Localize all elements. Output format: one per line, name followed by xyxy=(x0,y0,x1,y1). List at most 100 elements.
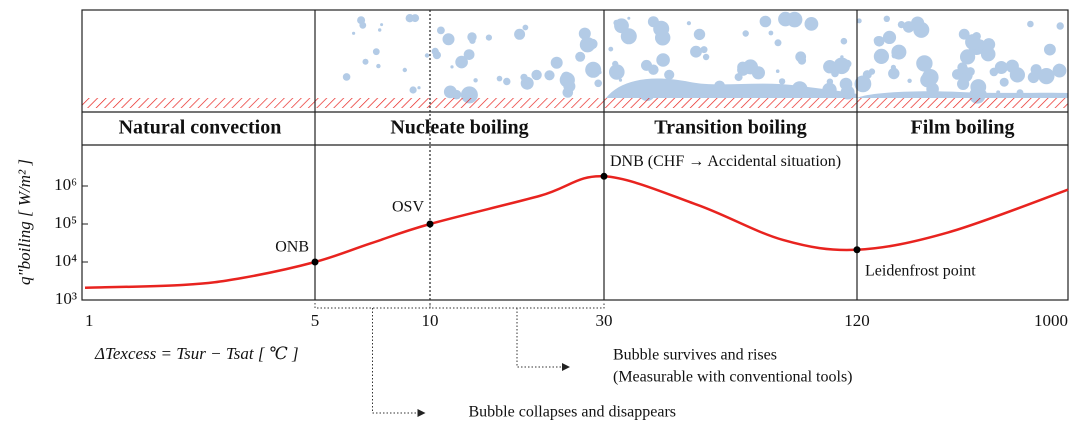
bubble xyxy=(952,69,963,80)
bubble xyxy=(609,64,625,80)
bubble xyxy=(425,53,429,57)
bubble xyxy=(417,86,420,89)
key-point xyxy=(854,246,861,253)
point-label: ONB xyxy=(275,239,309,256)
bubble xyxy=(551,57,563,69)
bubble xyxy=(641,60,652,71)
bubble xyxy=(1000,78,1009,87)
bubble xyxy=(1057,22,1064,29)
bracket-label: Bubble collapses and disappears xyxy=(469,404,677,421)
bubble xyxy=(521,77,534,90)
bubble xyxy=(769,31,774,36)
bubble xyxy=(959,29,970,40)
bubble xyxy=(376,64,380,68)
bracket-label: Bubble survives and rises xyxy=(613,347,777,364)
bracket-arrow xyxy=(373,308,425,413)
bubble xyxy=(743,30,749,36)
bubble xyxy=(594,80,602,88)
bubble xyxy=(1038,68,1054,84)
bubble xyxy=(776,69,780,73)
bubble xyxy=(410,86,417,93)
bubble xyxy=(352,32,355,35)
bubble xyxy=(579,28,591,40)
bubble xyxy=(907,79,911,83)
chart: q"boiling [ W/m² ] ΔTexcess = Tsur − Tsa… xyxy=(0,0,1072,427)
bubble xyxy=(841,38,848,45)
vapor-film xyxy=(857,91,1068,98)
bubble xyxy=(960,49,975,64)
bracket xyxy=(315,303,430,308)
region-label: Film boiling xyxy=(911,117,1015,139)
bubble xyxy=(884,16,890,22)
y-tick-label: 10⁶ xyxy=(54,175,77,194)
bubble xyxy=(981,47,996,62)
bubble xyxy=(874,36,883,45)
bubble xyxy=(523,25,529,31)
bubble xyxy=(627,17,630,20)
x-tick-label: 120 xyxy=(844,311,870,330)
bubble xyxy=(585,62,601,78)
bubble xyxy=(664,70,674,80)
bubble xyxy=(411,14,419,22)
bubble xyxy=(903,21,915,33)
bubble xyxy=(798,56,806,64)
bubble xyxy=(467,32,476,41)
bubble xyxy=(450,65,453,68)
bubble xyxy=(497,76,503,82)
bubble xyxy=(874,49,889,64)
y-tick-label: 10⁴ xyxy=(54,251,77,270)
bubble xyxy=(514,29,525,40)
bubble xyxy=(779,78,785,84)
bubble xyxy=(531,70,541,80)
bubble xyxy=(580,37,595,52)
bubble xyxy=(544,70,554,80)
heated-surface xyxy=(82,98,1068,108)
bubble xyxy=(737,62,748,73)
bubble xyxy=(823,60,836,73)
bubble xyxy=(443,33,455,45)
bracket-arrow xyxy=(517,308,569,367)
x-tick-label: 1 xyxy=(85,311,94,330)
bubble xyxy=(608,47,613,52)
bubble xyxy=(357,16,365,24)
region-label: Transition boiling xyxy=(654,117,806,139)
bubble xyxy=(486,35,492,41)
bubble xyxy=(614,18,629,33)
y-tick-label: 10⁵ xyxy=(54,213,77,232)
key-point xyxy=(312,259,319,266)
bubble xyxy=(703,54,709,60)
y-tick-label: 10³ xyxy=(55,289,77,308)
x-axis-label: ΔTexcess = Tsur − Tsat [ ℃ ] xyxy=(94,344,299,363)
bubble xyxy=(473,78,477,82)
bubble xyxy=(883,31,896,44)
bubble xyxy=(1044,44,1056,56)
bubble xyxy=(619,79,622,82)
bubble xyxy=(891,45,906,60)
bubble xyxy=(575,52,585,62)
region-label: Natural convection xyxy=(119,117,282,139)
bubble xyxy=(687,21,691,25)
bubble xyxy=(656,53,670,67)
bubble xyxy=(1006,60,1019,73)
bubble xyxy=(1055,64,1064,73)
bubble xyxy=(957,78,969,90)
key-point xyxy=(427,221,434,228)
bubble xyxy=(373,48,380,55)
bubble xyxy=(760,16,772,28)
x-tick-label: 10 xyxy=(422,311,439,330)
bubble xyxy=(690,46,702,58)
bubble xyxy=(378,28,381,31)
bubble xyxy=(648,16,659,27)
point-label: OSV xyxy=(392,199,424,216)
bubble xyxy=(503,78,510,85)
key-point xyxy=(601,173,608,180)
point-label: DNB (CHF → Accidental situation) xyxy=(610,153,841,170)
bubble xyxy=(990,68,999,77)
bubble xyxy=(916,55,932,71)
bracket-label: (Measurable with conventional tools) xyxy=(613,369,853,386)
bubble xyxy=(380,23,383,26)
bubble xyxy=(655,30,670,45)
bubble xyxy=(920,73,935,88)
bubble xyxy=(778,12,793,27)
bubble xyxy=(403,68,407,72)
